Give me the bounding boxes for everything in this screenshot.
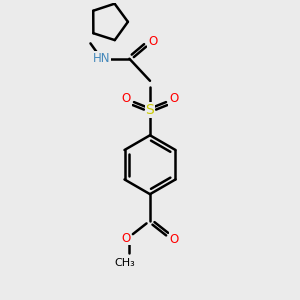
- Text: O: O: [169, 233, 179, 246]
- Text: O: O: [169, 92, 178, 105]
- Text: CH₃: CH₃: [115, 258, 135, 268]
- Text: O: O: [121, 232, 130, 244]
- Text: O: O: [122, 92, 131, 105]
- Text: S: S: [146, 103, 154, 117]
- Text: HN: HN: [93, 52, 110, 65]
- Text: O: O: [148, 34, 158, 48]
